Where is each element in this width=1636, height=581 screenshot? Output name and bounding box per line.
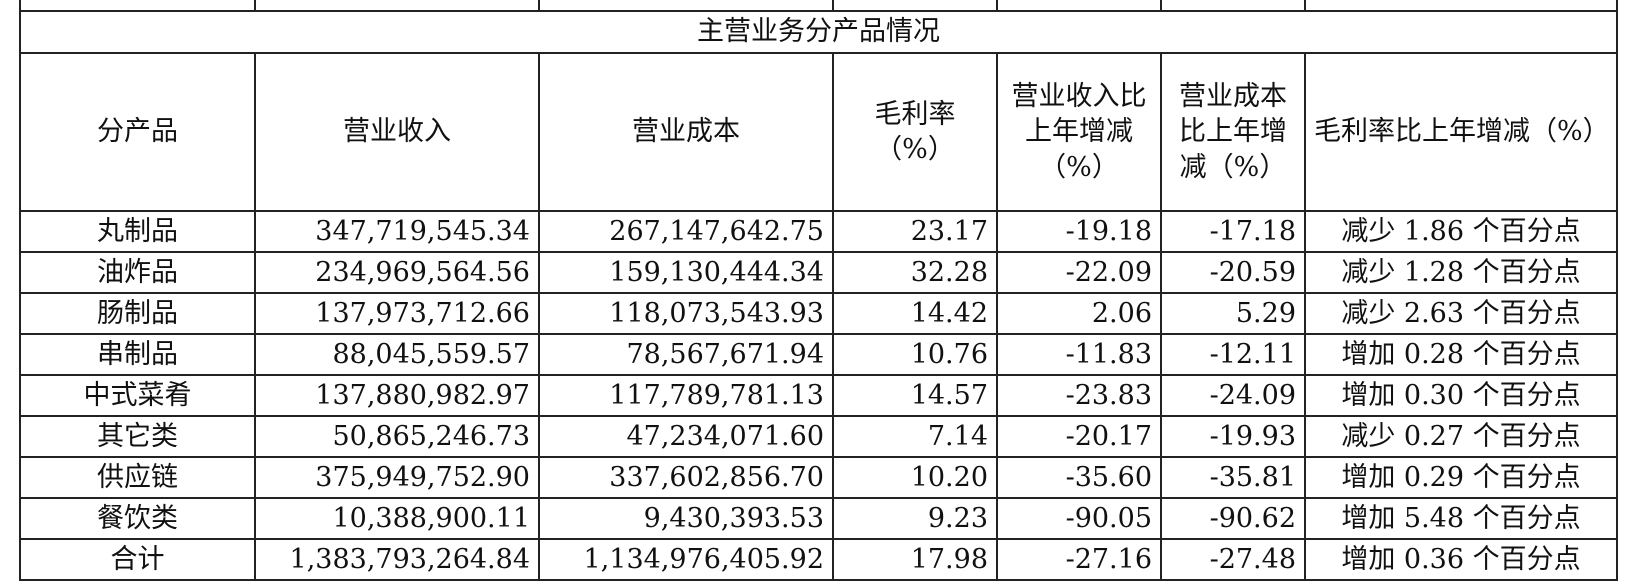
cell: 餐饮类 (19, 497, 256, 540)
cell: -90.05 (996, 497, 1162, 540)
cell: 合计 (19, 538, 256, 581)
cell (19, 0, 256, 12)
cell: 减少 0.27 个百分点 (1304, 415, 1618, 458)
cell: 10,388,900.11 (254, 497, 540, 540)
table-title: 主营业务分产品情况 (19, 10, 1618, 54)
cell: 9,430,393.53 (538, 497, 834, 540)
cell: 1,134,976,405.92 (538, 538, 834, 581)
cell (832, 0, 998, 12)
cell: 减少 1.28 个百分点 (1304, 251, 1618, 294)
cell: -27.48 (1160, 538, 1306, 581)
cell: -11.83 (996, 333, 1162, 376)
cell (538, 0, 834, 12)
cell: 47,234,071.60 (538, 415, 834, 458)
stub-row (19, 0, 1618, 12)
header-cell: 营业成本比上年增减（%） (1160, 52, 1306, 212)
data-row: 丸制品 347,719,545.34 267,147,642.75 23.17 -19.… (19, 210, 1618, 253)
header-cell: 营业收入比上年增减（%） (996, 52, 1162, 212)
cell: -35.81 (1160, 456, 1306, 499)
cell: 增加 5.48 个百分点 (1304, 497, 1618, 540)
cell: 10.76 (832, 333, 998, 376)
data-row: 串制品 88,045,559.57 78,567,671.94 10.76 -11.83… (19, 333, 1618, 376)
cell: -17.18 (1160, 210, 1306, 253)
cell: -12.11 (1160, 333, 1306, 376)
data-row: 合计 1,383,793,264.84 1,134,976,405.92 17.98-… (19, 538, 1618, 581)
data-row: 供应链 375,949,752.90 337,602,856.70 10.20 -35.… (19, 456, 1618, 499)
cell: 7.14 (832, 415, 998, 458)
cell: 32.28 (832, 251, 998, 294)
product-table: 主营业务分产品情况 分产品 营业收入 营业成本 毛利率（%） 营业收入比上年增减（%）营… (19, 0, 1618, 581)
cell: 肠制品 (19, 292, 256, 335)
cell: -24.09 (1160, 374, 1306, 417)
cell: 丸制品 (19, 210, 256, 253)
cell: -19.18 (996, 210, 1162, 253)
cell: 375,949,752.90 (254, 456, 540, 499)
cell: 油炸品 (19, 251, 256, 294)
header-cell: 分产品 (19, 52, 256, 212)
cell: -90.62 (1160, 497, 1306, 540)
cell: 减少 1.86 个百分点 (1304, 210, 1618, 253)
header-cell: 营业成本 (538, 52, 834, 212)
cell: 234,969,564.56 (254, 251, 540, 294)
cell: -22.09 (996, 251, 1162, 294)
header-cell: 营业收入 (254, 52, 540, 212)
cell: 增加 0.28 个百分点 (1304, 333, 1618, 376)
cell: -23.83 (996, 374, 1162, 417)
cell: 5.29 (1160, 292, 1306, 335)
data-row: 其它类 50,865,246.73 47,234,071.60 7.14 -20.17-… (19, 415, 1618, 458)
cell: 增加 0.30 个百分点 (1304, 374, 1618, 417)
cell (1160, 0, 1306, 12)
cell (1304, 0, 1618, 12)
cell: -19.93 (1160, 415, 1306, 458)
cell: 78,567,671.94 (538, 333, 834, 376)
cell: 10.20 (832, 456, 998, 499)
cell (254, 0, 540, 12)
title-row: 主营业务分产品情况 (19, 10, 1618, 54)
cell: 118,073,543.93 (538, 292, 834, 335)
cell: 137,880,982.97 (254, 374, 540, 417)
data-row: 中式菜肴 137,880,982.97 117,789,781.13 14.57 -23… (19, 374, 1618, 417)
cell: 供应链 (19, 456, 256, 499)
cell: 50,865,246.73 (254, 415, 540, 458)
cell: -27.16 (996, 538, 1162, 581)
cell: 14.42 (832, 292, 998, 335)
cell: -20.17 (996, 415, 1162, 458)
cell: 137,973,712.66 (254, 292, 540, 335)
table-body: 主营业务分产品情况 分产品 营业收入 营业成本 毛利率（%） 营业收入比上年增减（%）营… (19, 0, 1618, 581)
cell: 159,130,444.34 (538, 251, 834, 294)
cell: 1,383,793,264.84 (254, 538, 540, 581)
data-row: 肠制品 137,973,712.66 118,073,543.93 14.42 2.06… (19, 292, 1618, 335)
header-cell: 毛利率（%） (832, 52, 998, 212)
cell: 中式菜肴 (19, 374, 256, 417)
cell: -20.59 (1160, 251, 1306, 294)
header-row: 分产品 营业收入 营业成本 毛利率（%） 营业收入比上年增减（%） 营业成本比上年增减（%… (19, 52, 1618, 212)
cell: 串制品 (19, 333, 256, 376)
cell: 267,147,642.75 (538, 210, 834, 253)
data-row: 餐饮类 10,388,900.11 9,430,393.53 9.23 -90.05 -9… (19, 497, 1618, 540)
cell: 17.98 (832, 538, 998, 581)
cell: 117,789,781.13 (538, 374, 834, 417)
cell: 2.06 (996, 292, 1162, 335)
cell: 增加 0.29 个百分点 (1304, 456, 1618, 499)
cell: 9.23 (832, 497, 998, 540)
cell: 347,719,545.34 (254, 210, 540, 253)
cell: 337,602,856.70 (538, 456, 834, 499)
cell: 88,045,559.57 (254, 333, 540, 376)
header-cell: 毛利率比上年增减（%） (1304, 52, 1618, 212)
cell: -35.60 (996, 456, 1162, 499)
cell: 其它类 (19, 415, 256, 458)
cell: 增加 0.36 个百分点 (1304, 538, 1618, 581)
cell: 23.17 (832, 210, 998, 253)
cell (996, 0, 1162, 12)
cell: 减少 2.63 个百分点 (1304, 292, 1618, 335)
data-row: 油炸品 234,969,564.56 159,130,444.34 32.28 -22.… (19, 251, 1618, 294)
cell: 14.57 (832, 374, 998, 417)
